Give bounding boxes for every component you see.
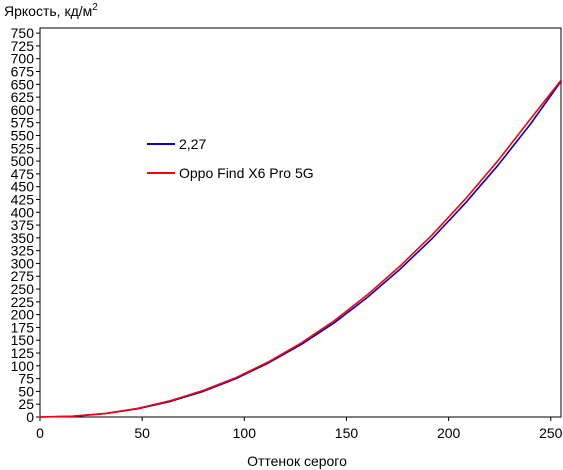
- chart-title: Яркость, кд/м2: [4, 2, 98, 19]
- y-tick-label: 225: [11, 294, 35, 310]
- y-tick-label: 550: [11, 127, 35, 143]
- y-tick-label: 75: [18, 371, 34, 387]
- y-tick-label: 650: [11, 76, 35, 92]
- x-tick-label: 250: [539, 425, 563, 441]
- y-tick-label: 600: [11, 102, 35, 118]
- chart-title-text: Яркость, кд/м: [4, 3, 92, 19]
- y-tick-label: 300: [11, 255, 35, 271]
- plot-border: [39, 27, 562, 418]
- y-tick-label: 375: [11, 217, 35, 233]
- y-tick-label: 350: [11, 230, 35, 246]
- y-tick-label: 500: [11, 153, 35, 169]
- y-tick-label: 750: [11, 25, 35, 41]
- y-tick-label: 450: [11, 179, 35, 195]
- y-tick-label: 25: [18, 396, 34, 412]
- y-tick-label: 275: [11, 268, 35, 284]
- series-line-1: [39, 80, 562, 418]
- y-tick-label: 675: [11, 64, 35, 80]
- y-tick-label: 200: [11, 307, 35, 323]
- chart-title-superscript: 2: [92, 2, 98, 13]
- x-axis-title: Оттенок серого: [247, 453, 347, 469]
- y-tick-label: 100: [11, 358, 35, 374]
- series-line-2: [39, 79, 562, 418]
- plot-area: [39, 27, 562, 418]
- y-tick-label: 175: [11, 319, 35, 335]
- y-tick-label: 50: [18, 383, 34, 399]
- y-tick-label: 125: [11, 345, 35, 361]
- legend-label-1: 2,27: [179, 136, 206, 152]
- y-tick-label: 325: [11, 243, 35, 259]
- legend-label-2: Oppo Find X6 Pro 5G: [179, 165, 314, 181]
- x-tick-label: 0: [36, 425, 44, 441]
- x-tick-label: 150: [335, 425, 359, 441]
- x-axis: 0 50 100 150 200 250: [36, 417, 563, 441]
- x-tick-label: 100: [233, 425, 257, 441]
- y-tick-label: 525: [11, 140, 35, 156]
- y-axis: 0255075100125150175200225250275300325350…: [11, 25, 40, 425]
- y-tick-label: 0: [26, 409, 34, 425]
- x-tick-label: 200: [437, 425, 461, 441]
- y-tick-label: 575: [11, 115, 35, 131]
- y-tick-label: 425: [11, 191, 35, 207]
- y-tick-label: 475: [11, 166, 35, 182]
- series-layer: [39, 79, 562, 418]
- y-tick-label: 400: [11, 204, 35, 220]
- legend: 2,27 Oppo Find X6 Pro 5G: [147, 136, 314, 181]
- x-tick-label: 50: [134, 425, 150, 441]
- y-tick-label: 700: [11, 51, 35, 67]
- y-tick-label: 250: [11, 281, 35, 297]
- y-tick-label: 150: [11, 332, 35, 348]
- y-tick-label: 725: [11, 38, 35, 54]
- y-tick-label: 625: [11, 89, 35, 105]
